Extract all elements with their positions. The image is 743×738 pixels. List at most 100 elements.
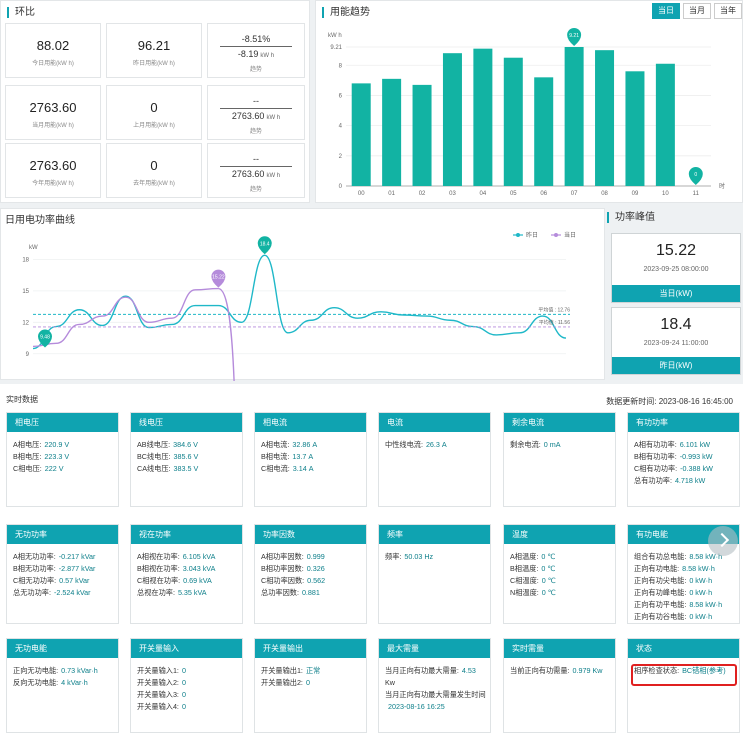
realtime-row-label: B相电压: — [13, 452, 42, 461]
realtime-row: 当月正向有功最大需量发生时间 — [379, 689, 490, 701]
realtime-row-label: 相序检查状态: — [634, 666, 680, 675]
realtime-row-label: 正向有功谷电能: — [634, 612, 687, 621]
realtime-row-label: 开关量输入1: — [137, 666, 179, 675]
ring-card-value: 2763.60 — [29, 158, 77, 173]
ring-card-label: 去年用能(kW h) — [133, 181, 175, 187]
realtime-card-body: 中性线电流: 26.3 A — [379, 432, 490, 451]
series-yesterday — [32, 254, 567, 350]
realtime-card-title: 线电压 — [131, 413, 242, 432]
realtime-row-value: 2023-08-16 16:25 — [388, 702, 445, 711]
bar-04[interactable] — [473, 48, 493, 186]
bar-00[interactable] — [351, 83, 371, 186]
realtime-row-label: B相有功功率: — [634, 452, 677, 461]
realtime-card-title: 状态 — [628, 639, 739, 658]
bar-y-tick: 4 — [339, 124, 343, 130]
line-y-tick: 18 — [22, 257, 29, 263]
realtime-row: A相视在功率: 6.105 kVA — [131, 551, 242, 563]
realtime-row-value: 5.35 kVA — [177, 588, 207, 597]
trend-diff-unit: kW h — [266, 173, 281, 179]
bar-02[interactable] — [412, 84, 432, 186]
realtime-row-value: 8.58 kW·h — [682, 564, 715, 573]
realtime-row: AB线电压: 384.6 V — [131, 439, 242, 451]
realtime-row-label: 开关量输入4: — [137, 702, 179, 711]
trend-card-0: -8.51% -8.19 kW h 趋势 — [207, 23, 305, 78]
realtime-row-value: 384.6 V — [173, 440, 198, 449]
realtime-row: 中性线电流: 26.3 A — [379, 439, 490, 451]
trend-card-1: -- 2763.60 kW h 趋势 — [207, 85, 305, 140]
realtime-row-label: N相温度: — [510, 588, 539, 597]
realtime-row: 正向有功尖电能: 0 kW·h — [628, 575, 739, 587]
bar-01[interactable] — [382, 78, 402, 186]
realtime-row: C相有功功率: -0.388 kW — [628, 463, 739, 475]
bar-y-tick: 6 — [339, 93, 343, 99]
line-marker-label: 9.48 — [40, 335, 50, 341]
realtime-row-label: B相视在功率: — [137, 564, 180, 573]
realtime-row-label: A相功率因数: — [261, 552, 304, 561]
realtime-row: 当前正向有功需量: 0.979 Kw — [504, 665, 615, 677]
bar-07[interactable] — [564, 47, 584, 186]
realtime-row-value: 0 ℃ — [541, 576, 556, 585]
bar-x-unit: 时 — [719, 182, 725, 190]
tab-month[interactable]: 当月 — [683, 3, 711, 19]
realtime-row-label: C相视在功率: — [137, 576, 181, 585]
bar-05[interactable] — [503, 57, 523, 186]
power-curve-panel: 日用电功率曲线 kW 9 12 15 18 昨日 当日 平均值 : 12.76 平均值 : 11… — [0, 208, 605, 381]
realtime-card-body: AB线电压: 384.6 V BC线电压: 385.6 V CA线电压: 383.5 V — [131, 432, 242, 475]
bar-09[interactable] — [625, 71, 645, 186]
ring-card-2: 2763.60 当月用能(kW h) — [5, 85, 101, 140]
trend-diff-unit: kW h — [266, 115, 281, 121]
trend-label: 趋势 — [249, 67, 262, 73]
realtime-row-label: 开关量输出2: — [261, 678, 303, 687]
realtime-card-title: 剩余电流 — [504, 413, 615, 432]
ring-card-value: 96.21 — [137, 38, 171, 53]
realtime-card-body: 开关量输入1: 0 开关量输入2: 0 开关量输入3: 0 开关量输入4: 0 — [131, 658, 242, 713]
bar-x-tick: 04 — [480, 191, 487, 197]
bar-03[interactable] — [442, 53, 462, 187]
realtime-row: 2023-08-16 16:25 — [379, 701, 490, 713]
realtime-row: BC线电压: 385.6 V — [131, 451, 242, 463]
bar-marker-pin — [688, 167, 703, 185]
realtime-row-label: AB线电压: — [137, 440, 171, 449]
bar-08[interactable] — [595, 50, 615, 187]
realtime-row-value: 383.5 V — [173, 464, 199, 473]
realtime-row: 开关量输入3: 0 — [131, 689, 242, 701]
realtime-row-value: 4.718 kW — [674, 476, 706, 485]
realtime-card-body: 剩余电流: 0 mA — [504, 432, 615, 451]
realtime-row: C相无功功率: 0.57 kVar — [7, 575, 118, 587]
realtime-row-value: 正常 — [305, 666, 321, 675]
realtime-row: 开关量输入1: 0 — [131, 665, 242, 677]
bar-10[interactable] — [655, 63, 675, 186]
realtime-card-6: 无功功率 A相无功功率: -0.217 kVar B相无功功率: -2.877 kVar… — [6, 524, 119, 624]
trend-diff-value: 2763.60 — [231, 169, 265, 179]
legend-today-label[interactable]: 当日 — [564, 231, 576, 239]
tab-today[interactable]: 当日 — [652, 3, 680, 19]
tab-year[interactable]: 当年 — [714, 3, 742, 19]
trend-diff-value: 2763.60 — [231, 111, 265, 121]
trend-diff-value: -8.19 — [237, 49, 259, 59]
realtime-card-2: 相电流 A相电流: 32.86 A B相电流: 13.7 A C相电流: 3.14 A — [254, 412, 367, 507]
realtime-row: B相电流: 13.7 A — [255, 451, 366, 463]
realtime-row-label: 开关量输入3: — [137, 690, 179, 699]
bar-06[interactable] — [534, 77, 554, 186]
realtime-row-label: A相无功功率: — [13, 552, 56, 561]
status-highlight-box — [631, 664, 737, 686]
realtime-row-value: 13.7 A — [292, 452, 314, 461]
realtime-row-label: A相电流: — [261, 440, 290, 449]
realtime-card-body: 频率: 50.03 Hz — [379, 544, 490, 563]
realtime-row-value: 0 kW·h — [689, 612, 713, 621]
realtime-row-label: B相功率因数: — [261, 564, 304, 573]
next-page-button[interactable] — [708, 526, 738, 556]
realtime-row: 总功率因数: 0.881 — [255, 587, 366, 599]
realtime-row-label: B相温度: — [510, 564, 539, 573]
line-y-unit: kW — [29, 245, 38, 251]
realtime-row: A相电流: 32.86 A — [255, 439, 366, 451]
bar-y-tick: 0 — [339, 184, 343, 190]
realtime-row-value: 0.69 kVA — [183, 576, 212, 585]
legend-today-dot — [554, 233, 558, 237]
power-curve-title: 日用电功率曲线 — [5, 215, 75, 226]
legend-yesterday-label[interactable]: 昨日 — [526, 231, 538, 239]
realtime-card-4: 剩余电流 剩余电流: 0 mA — [503, 412, 616, 507]
ring-compare-panel: 环比 88.02 今日用能(kW h) 96.21 昨日用能(kW h) -8.51% -… — [0, 0, 310, 203]
realtime-row: 正向有功电能: 8.58 kW·h — [628, 563, 739, 575]
